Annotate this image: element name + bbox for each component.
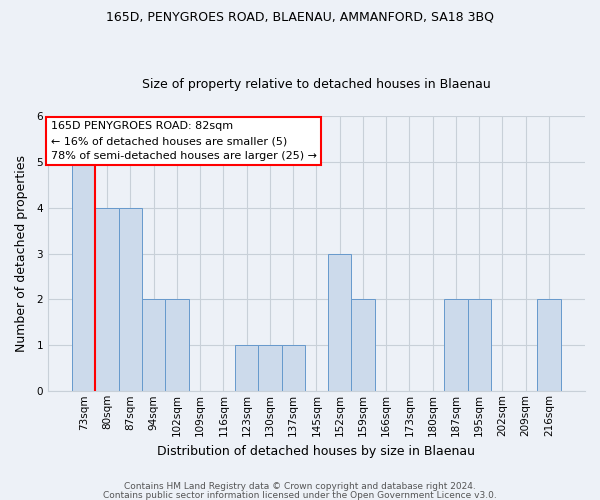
Y-axis label: Number of detached properties: Number of detached properties: [15, 155, 28, 352]
Text: Contains public sector information licensed under the Open Government Licence v3: Contains public sector information licen…: [103, 490, 497, 500]
Bar: [281, 346, 305, 392]
Bar: [351, 300, 374, 392]
Bar: [258, 346, 281, 392]
X-axis label: Distribution of detached houses by size in Blaenau: Distribution of detached houses by size …: [157, 444, 475, 458]
Bar: [119, 208, 142, 392]
Bar: [95, 208, 119, 392]
Bar: [538, 300, 560, 392]
Title: Size of property relative to detached houses in Blaenau: Size of property relative to detached ho…: [142, 78, 491, 91]
Text: 165D, PENYGROES ROAD, BLAENAU, AMMANFORD, SA18 3BQ: 165D, PENYGROES ROAD, BLAENAU, AMMANFORD…: [106, 10, 494, 23]
Bar: [445, 300, 467, 392]
Bar: [165, 300, 188, 392]
Text: Contains HM Land Registry data © Crown copyright and database right 2024.: Contains HM Land Registry data © Crown c…: [124, 482, 476, 491]
Bar: [142, 300, 165, 392]
Bar: [235, 346, 258, 392]
Bar: [72, 162, 95, 392]
Bar: [467, 300, 491, 392]
Bar: [328, 254, 351, 392]
Text: 165D PENYGROES ROAD: 82sqm
← 16% of detached houses are smaller (5)
78% of semi-: 165D PENYGROES ROAD: 82sqm ← 16% of deta…: [50, 122, 317, 161]
